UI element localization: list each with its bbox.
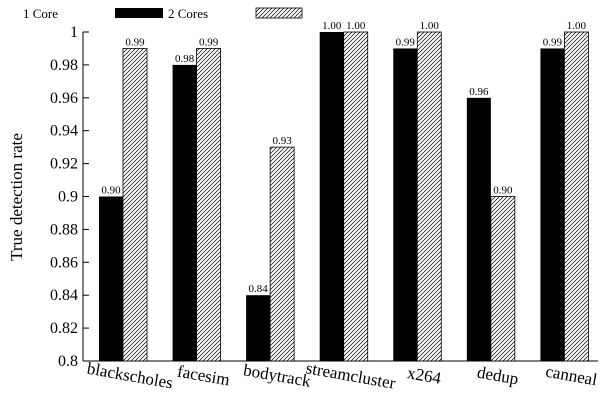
legend-swatch-2-cores <box>255 7 303 19</box>
data-label: 0.96 <box>469 86 489 98</box>
data-label: 1.00 <box>567 20 587 32</box>
bar-2-cores-bodytrack <box>269 146 295 362</box>
bar-1-core-canneal <box>540 48 565 361</box>
y-tick-label: 0.82 <box>50 320 78 337</box>
bar-2-cores-streamcluster <box>343 31 369 362</box>
y-tick-label: 0.8 <box>58 353 78 370</box>
y-tick-label: 0.98 <box>50 57 78 74</box>
data-label: 0.93 <box>273 135 293 147</box>
bar-1-core-dedup <box>466 97 491 362</box>
data-label: 0.90 <box>101 185 121 197</box>
legend: 1 Core 2 Cores <box>23 6 303 21</box>
y-tick-label: 0.94 <box>50 123 78 140</box>
bar-1-core-streamcluster <box>319 32 344 361</box>
data-label: 0.99 <box>396 36 416 48</box>
bar-2-cores-dedup <box>490 196 516 362</box>
data-label: 1.00 <box>322 20 342 32</box>
bar-1-core-facesim <box>172 64 197 362</box>
bar-2-cores-canneal <box>564 31 589 362</box>
data-label: 0.98 <box>175 53 195 65</box>
y-tick-label: 0.88 <box>50 221 78 238</box>
x-tick-label: streamcluster <box>304 358 397 393</box>
x-tick-label: dedup <box>476 363 520 389</box>
data-label: 0.99 <box>199 36 219 48</box>
data-label: 0.99 <box>543 36 563 48</box>
x-tick-label: blackscholes <box>86 359 175 393</box>
legend-label-2-cores: 2 Cores <box>168 6 208 21</box>
x-tick-label: canneal <box>544 362 599 390</box>
x-tick-label: bodytrack <box>242 360 313 391</box>
x-tick-label: facesim <box>176 362 231 390</box>
x-tick-label: x264 <box>406 363 443 388</box>
data-label: 1.00 <box>346 20 366 32</box>
legend-label-1-core: 1 Core <box>23 6 58 21</box>
data-label: 0.84 <box>249 283 269 295</box>
bar-2-cores-x264 <box>416 31 442 362</box>
bar-2-cores-facesim <box>196 48 221 362</box>
bar-1-core-bodytrack <box>246 295 271 361</box>
bar-2-cores-blackscholes <box>122 48 148 362</box>
legend-swatch-1-core <box>115 8 163 18</box>
y-tick-label: 1 <box>70 24 78 41</box>
data-label: 0.99 <box>125 36 145 48</box>
data-label: 0.90 <box>493 185 513 197</box>
data-label: 1.00 <box>420 20 440 32</box>
y-tick-label: 0.96 <box>50 90 78 107</box>
y-tick-label: 0.9 <box>58 189 78 206</box>
y-axis-label: True detection rate <box>7 133 26 261</box>
y-tick-label: 0.84 <box>50 287 78 304</box>
y-tick-label: 0.92 <box>50 156 78 173</box>
bar-1-core-blackscholes <box>99 196 123 361</box>
bar-1-core-x264 <box>393 48 418 361</box>
y-tick-label: 0.86 <box>50 254 78 271</box>
